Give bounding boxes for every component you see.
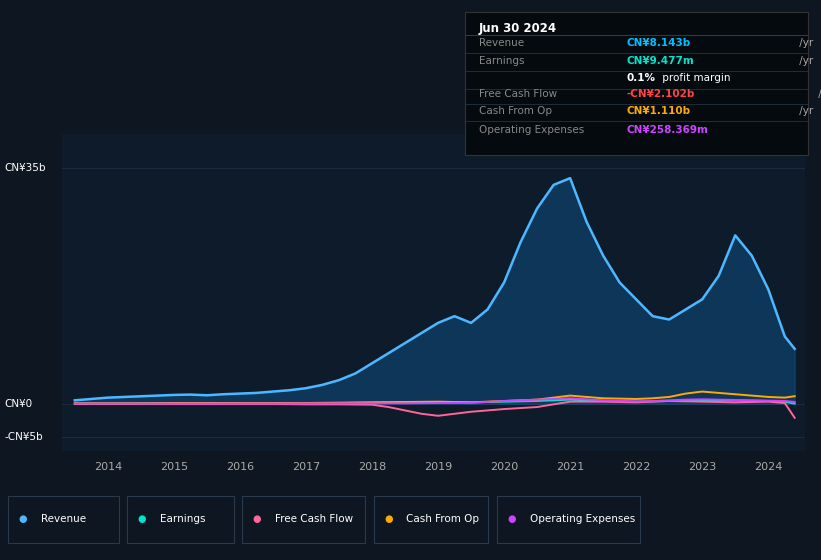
Text: ●: ●	[507, 515, 516, 524]
Text: 2017: 2017	[291, 462, 320, 472]
Text: CN¥258.369m: CN¥258.369m	[626, 125, 708, 135]
Text: CN¥35b: CN¥35b	[4, 163, 46, 173]
Text: Jun 30 2024: Jun 30 2024	[479, 22, 557, 35]
Text: -CN¥5b: -CN¥5b	[4, 432, 43, 442]
Text: 2020: 2020	[490, 462, 518, 472]
Text: -CN¥2.102b: -CN¥2.102b	[626, 89, 695, 99]
Text: ●: ●	[253, 515, 261, 524]
Text: Revenue: Revenue	[479, 38, 524, 48]
Text: 2015: 2015	[160, 462, 188, 472]
Text: 2019: 2019	[424, 462, 452, 472]
Text: Operating Expenses: Operating Expenses	[479, 125, 584, 135]
Text: Cash From Op: Cash From Op	[406, 515, 479, 524]
Text: ●: ●	[138, 515, 146, 524]
Text: /yr: /yr	[796, 57, 814, 66]
Text: profit margin: profit margin	[658, 73, 731, 83]
Text: 0.1%: 0.1%	[626, 73, 655, 83]
Text: Free Cash Flow: Free Cash Flow	[479, 89, 557, 99]
Text: Free Cash Flow: Free Cash Flow	[275, 515, 353, 524]
Text: 2022: 2022	[622, 462, 650, 472]
Text: Earnings: Earnings	[479, 57, 525, 66]
Text: 2014: 2014	[94, 462, 122, 472]
Text: CN¥0: CN¥0	[4, 399, 32, 409]
Text: Operating Expenses: Operating Expenses	[530, 515, 635, 524]
Text: 2018: 2018	[358, 462, 386, 472]
Text: ●: ●	[19, 515, 27, 524]
Text: CN¥1.110b: CN¥1.110b	[626, 106, 690, 116]
Text: Revenue: Revenue	[41, 515, 86, 524]
Text: CN¥9.477m: CN¥9.477m	[626, 57, 694, 66]
Text: /yr: /yr	[796, 106, 814, 116]
Text: Earnings: Earnings	[160, 515, 205, 524]
Text: ●: ●	[384, 515, 392, 524]
Text: /yr: /yr	[815, 89, 821, 99]
Text: 2016: 2016	[226, 462, 254, 472]
Text: 2023: 2023	[688, 462, 717, 472]
Text: /yr: /yr	[796, 38, 814, 48]
Text: 2021: 2021	[556, 462, 585, 472]
Text: CN¥8.143b: CN¥8.143b	[626, 38, 690, 48]
Text: 2024: 2024	[754, 462, 782, 472]
Text: Cash From Op: Cash From Op	[479, 106, 552, 116]
